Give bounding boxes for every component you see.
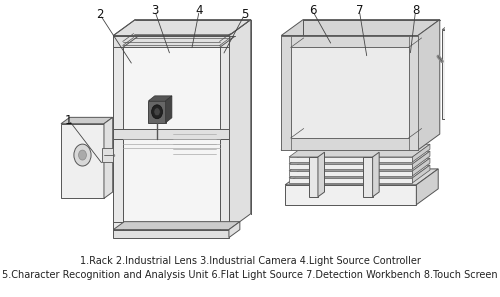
Polygon shape (290, 48, 408, 138)
Polygon shape (289, 157, 412, 162)
Polygon shape (289, 144, 430, 157)
Text: 1.Rack 2.Industrial Lens 3.Industrial Camera 4.Light Source Controller: 1.Rack 2.Industrial Lens 3.Industrial Ca… (80, 257, 420, 266)
Polygon shape (363, 157, 372, 197)
Polygon shape (220, 139, 229, 222)
Polygon shape (220, 36, 229, 230)
Polygon shape (418, 20, 440, 150)
Polygon shape (114, 20, 251, 36)
Polygon shape (442, 26, 482, 30)
Polygon shape (281, 36, 418, 48)
Polygon shape (114, 36, 229, 48)
Polygon shape (229, 222, 240, 238)
Circle shape (152, 105, 162, 119)
Circle shape (74, 144, 91, 166)
Polygon shape (289, 164, 412, 169)
Polygon shape (372, 152, 379, 197)
Polygon shape (412, 151, 430, 169)
Polygon shape (114, 230, 229, 238)
Text: 6: 6 (308, 4, 316, 17)
Text: 4: 4 (196, 4, 203, 17)
Polygon shape (408, 36, 418, 150)
Polygon shape (281, 36, 290, 150)
Polygon shape (229, 20, 251, 230)
Polygon shape (445, 34, 474, 115)
Polygon shape (308, 157, 318, 197)
Text: 5: 5 (241, 8, 248, 21)
Polygon shape (289, 171, 412, 176)
Polygon shape (148, 96, 172, 101)
Polygon shape (114, 36, 229, 230)
Text: 7: 7 (356, 4, 363, 17)
Polygon shape (148, 101, 166, 123)
Polygon shape (61, 117, 112, 124)
Polygon shape (285, 185, 416, 205)
Polygon shape (412, 165, 430, 183)
Circle shape (154, 108, 160, 116)
Polygon shape (281, 20, 440, 36)
Polygon shape (285, 169, 438, 185)
Polygon shape (416, 169, 438, 205)
Polygon shape (166, 96, 172, 123)
Polygon shape (442, 30, 478, 119)
Polygon shape (412, 144, 430, 162)
Polygon shape (114, 222, 240, 230)
Text: 3: 3 (151, 4, 158, 17)
Text: 5.Character Recognition and Analysis Unit 6.Flat Light Source 7.Detection Workbe: 5.Character Recognition and Analysis Uni… (2, 270, 498, 280)
Polygon shape (281, 138, 418, 150)
Text: 1: 1 (65, 114, 72, 127)
Polygon shape (318, 152, 324, 197)
Polygon shape (412, 158, 430, 176)
Polygon shape (114, 139, 122, 222)
Polygon shape (114, 36, 122, 230)
Polygon shape (104, 117, 112, 198)
Polygon shape (289, 178, 412, 183)
Polygon shape (281, 36, 418, 150)
Polygon shape (61, 124, 104, 198)
Polygon shape (289, 151, 430, 164)
Polygon shape (289, 165, 430, 178)
Text: 2: 2 (96, 8, 104, 21)
Circle shape (78, 150, 86, 160)
Polygon shape (289, 158, 430, 171)
Text: 8: 8 (412, 4, 420, 17)
Polygon shape (114, 129, 229, 139)
Polygon shape (102, 148, 114, 162)
